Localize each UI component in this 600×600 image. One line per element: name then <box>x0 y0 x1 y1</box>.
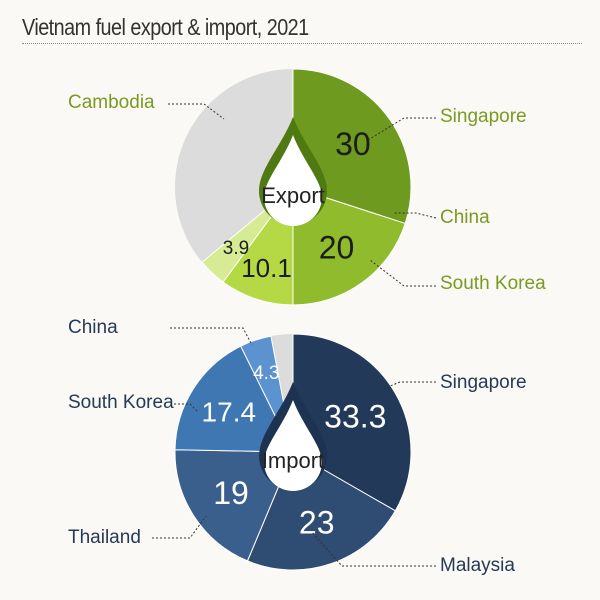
export-label-singapore: Singapore <box>440 106 527 127</box>
export-leader-south-korea <box>369 259 436 287</box>
import-value-singapore: 33.3 <box>324 399 386 435</box>
export-value-south-korea: 3.9 <box>223 238 249 259</box>
import-leader-malaysia <box>311 531 436 567</box>
import-leader-china <box>170 327 253 346</box>
import-label-thailand: Thailand <box>68 527 141 548</box>
import-value-china: 4.3 <box>253 363 279 384</box>
export-value-cambodia: 30 <box>335 126 371 162</box>
export-leader-singapore <box>367 117 436 141</box>
export-slice-singapore <box>292 186 406 306</box>
export-chart: Export 30 20 10.13.9 Cambodia Singapore China S… <box>68 68 546 306</box>
export-label-south-korea: South Korea <box>440 273 546 294</box>
export-leader-china <box>394 212 437 219</box>
export-label-china: China <box>440 207 490 228</box>
export-drop-fill <box>264 135 322 226</box>
import-label-singapore: Singapore <box>440 372 527 393</box>
import-leader-singapore <box>374 381 436 393</box>
import-value-south-korea: 17.4 <box>202 396 257 427</box>
export-label-cambodia: Cambodia <box>68 92 155 113</box>
export-center-label: Export <box>261 183 325 208</box>
import-label-south-korea: South Korea <box>68 392 174 413</box>
import-value-thailand: 19 <box>213 475 249 511</box>
import-label-malaysia: Malaysia <box>440 555 515 576</box>
export-value-singapore: 20 <box>319 229 355 265</box>
export-leader-cambodia <box>168 103 225 120</box>
title-divider <box>22 43 582 44</box>
import-slice-south-korea <box>174 345 294 453</box>
import-center-drop: Import <box>259 382 327 491</box>
import-label-china: China <box>68 317 118 338</box>
export-center-drop: Export <box>259 117 327 226</box>
import-center-label: Import <box>262 448 324 473</box>
import-slice-thailand <box>174 449 294 562</box>
import-drop-fill <box>264 400 322 491</box>
chart-title: Vietnam fuel export & import, 2021 <box>22 14 309 40</box>
import-leader-thailand <box>152 515 207 539</box>
import-value-malaysia: 23 <box>299 505 335 541</box>
import-leader-south-korea <box>174 403 199 413</box>
export-value-china: 10.1 <box>241 253 292 283</box>
